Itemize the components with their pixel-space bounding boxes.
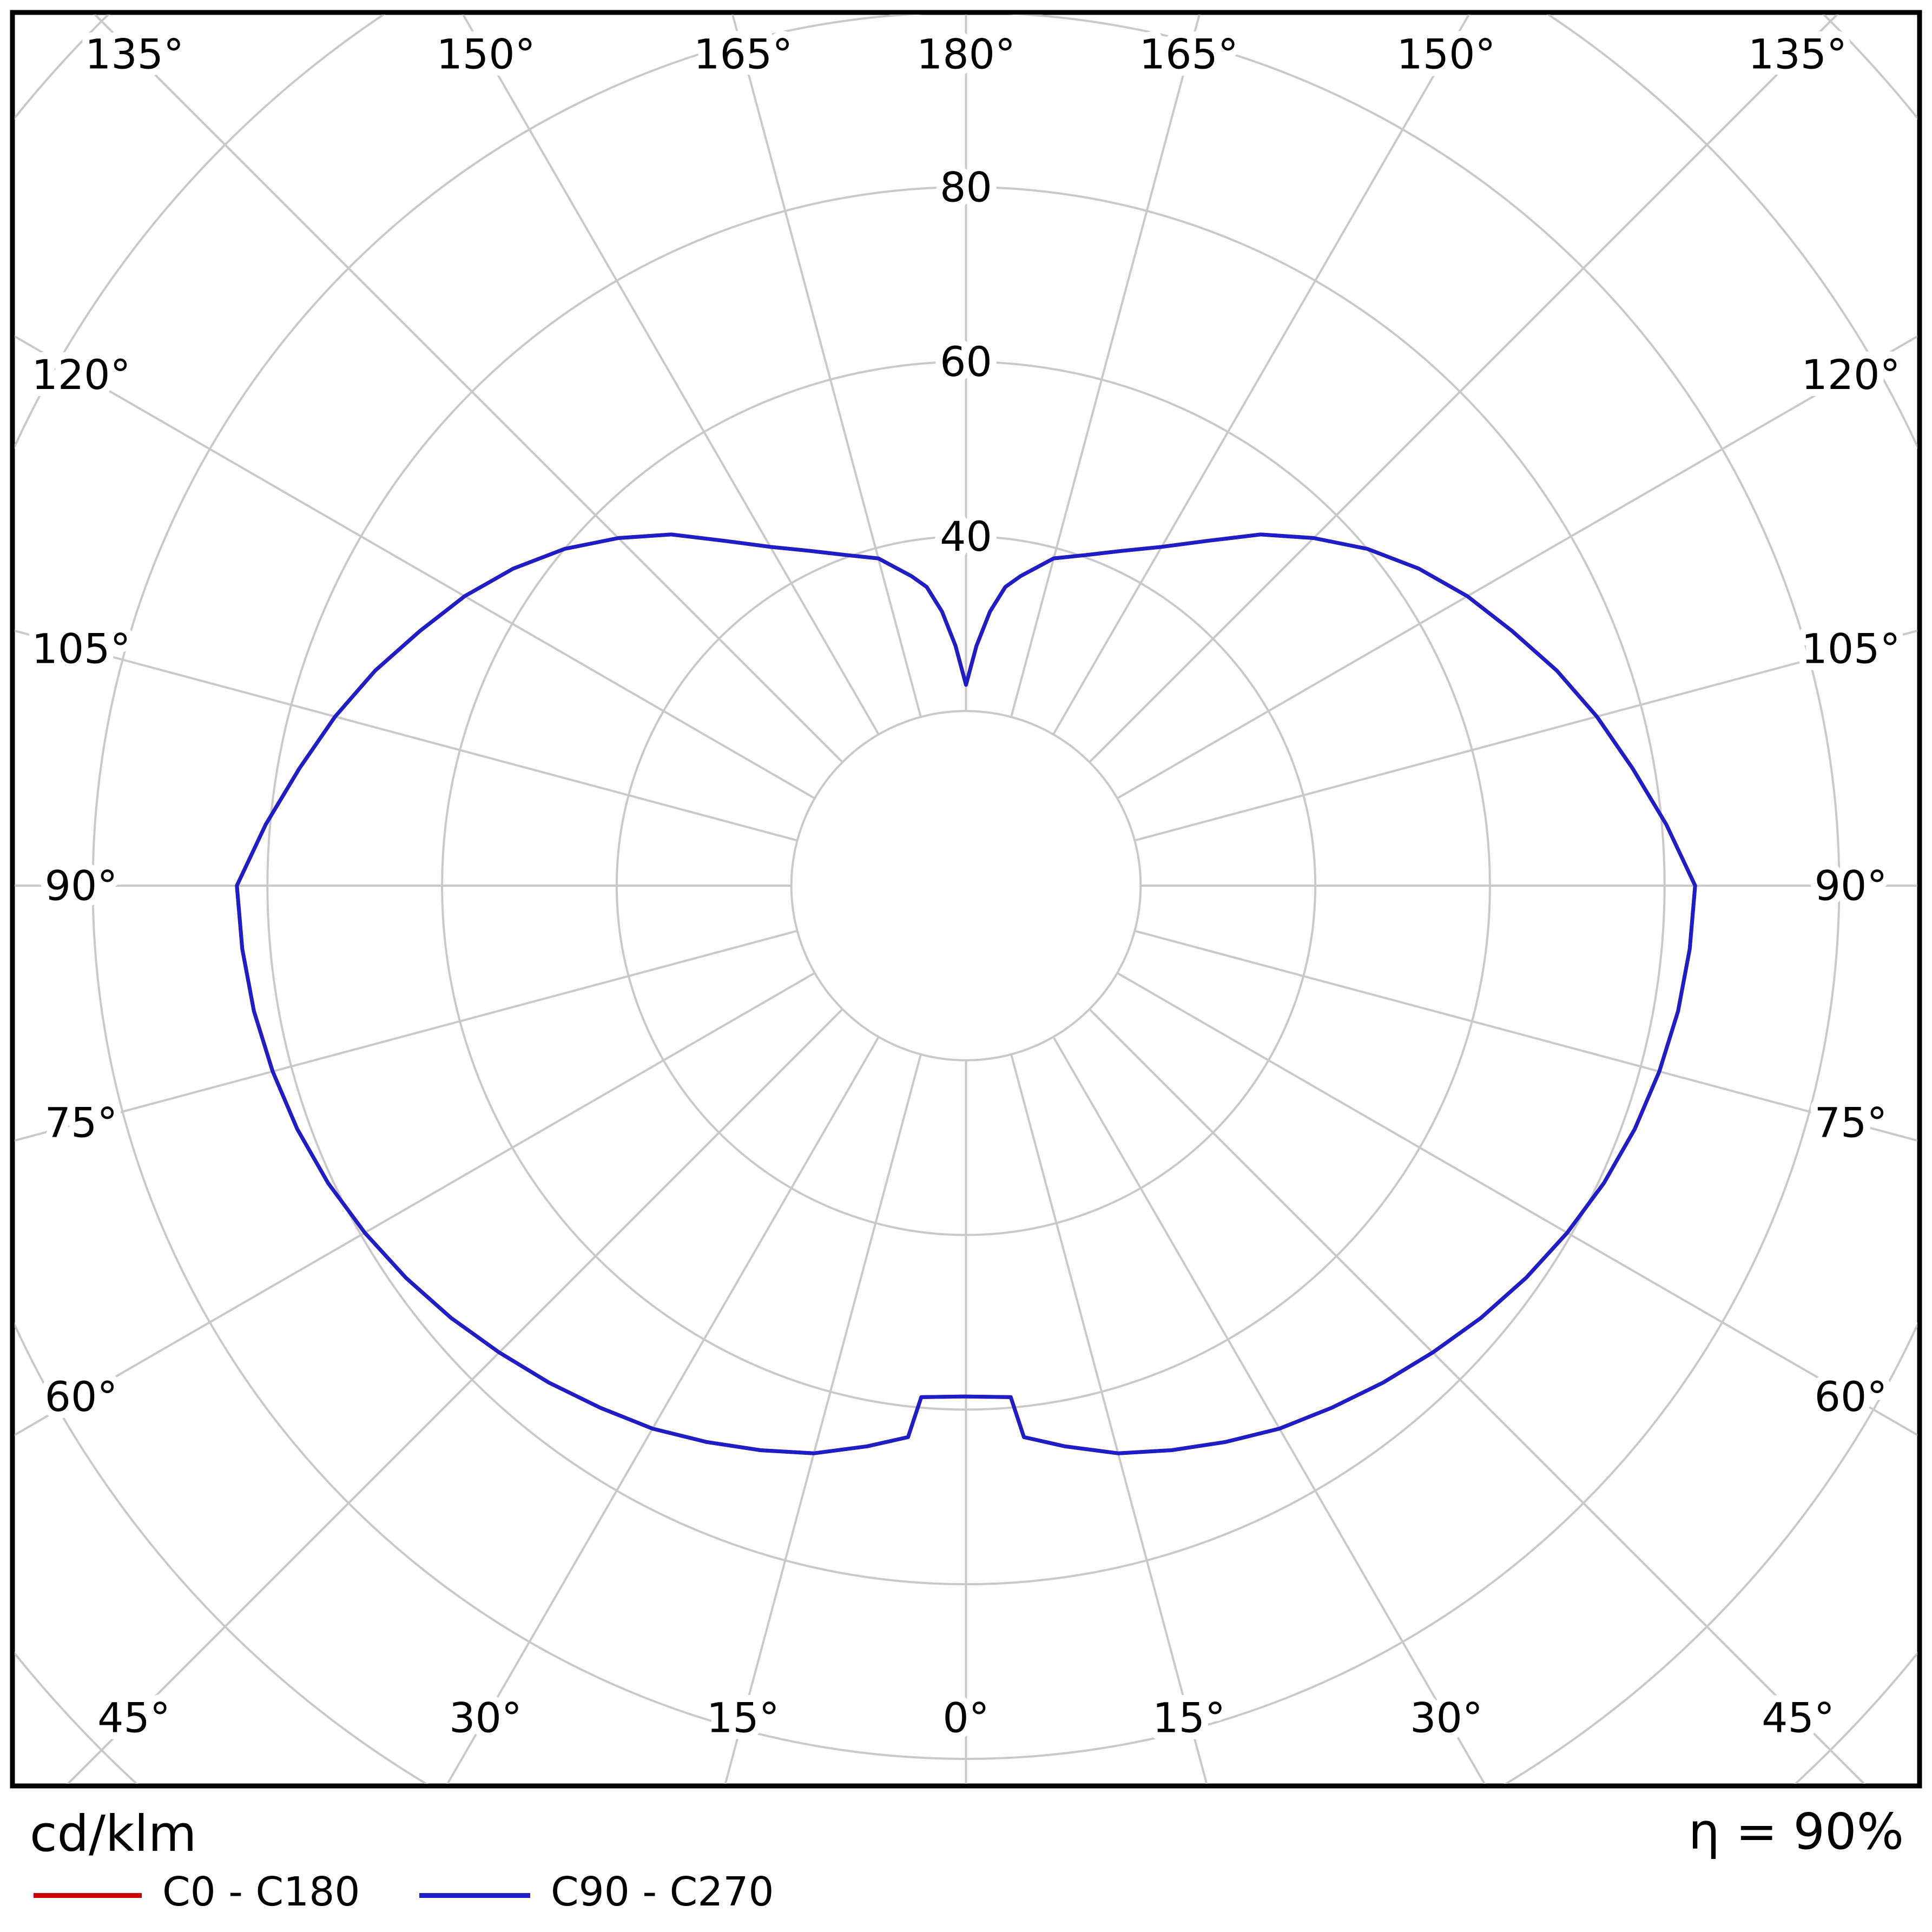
axis-labels: 0° 15° 15° 30° 30° 45° 45° 60° 60° 75° 75° 90° 90° 10… xyxy=(24,23,1907,1749)
angle-tick-label: 105° xyxy=(1801,624,1900,672)
radial-tick-label: 80 xyxy=(940,163,992,211)
footer: cd/klm η = 90% C0 - C180 C90 - C270 xyxy=(0,1786,1932,1932)
angle-tick-label: 120° xyxy=(31,351,130,399)
angle-tick-label: 120° xyxy=(1801,351,1900,399)
angle-tick-label: 75° xyxy=(45,1099,118,1147)
legend-line-c90-c270 xyxy=(419,1893,530,1898)
angle-tick-label: 165° xyxy=(1139,30,1238,78)
angle-tick-label: 180° xyxy=(916,30,1016,78)
units-label: cd/klm xyxy=(30,1805,197,1863)
intensity-curves xyxy=(235,532,1697,1455)
angle-tick-label: 135° xyxy=(1748,30,1847,78)
angle-tick-label: 30° xyxy=(1410,1694,1483,1742)
angle-tick-label: 60° xyxy=(45,1373,118,1421)
angle-tick-label: 45° xyxy=(97,1694,170,1742)
angle-tick-label: 90° xyxy=(1815,862,1888,910)
angle-tick-label: 15° xyxy=(1152,1694,1225,1742)
angle-tick-label: 150° xyxy=(1396,30,1495,78)
angle-tick-label: 165° xyxy=(694,30,793,78)
efficiency-label: η = 90% xyxy=(1688,1803,1904,1861)
radial-tick-label: 40 xyxy=(940,512,992,561)
curve-c90-c270 xyxy=(235,532,1697,1455)
angle-tick-label: 0° xyxy=(942,1694,989,1742)
legend-line-c0-c180 xyxy=(34,1893,142,1898)
angle-tick-label: 90° xyxy=(45,862,118,910)
angle-tick-label: 15° xyxy=(707,1694,780,1742)
angle-tick-label: 150° xyxy=(437,30,536,78)
angle-tick-label: 135° xyxy=(85,30,184,78)
angle-tick-label: 105° xyxy=(31,624,130,672)
angle-tick-label: 45° xyxy=(1762,1694,1835,1742)
angle-tick-label: 60° xyxy=(1815,1373,1888,1421)
angle-tick-label: 30° xyxy=(449,1694,522,1742)
angle-tick-label: 75° xyxy=(1815,1099,1888,1147)
legend-label-c90-c270: C90 - C270 xyxy=(551,1869,774,1915)
radial-tick-label: 60 xyxy=(940,338,992,386)
legend-label-c0-c180: C0 - C180 xyxy=(162,1869,360,1915)
